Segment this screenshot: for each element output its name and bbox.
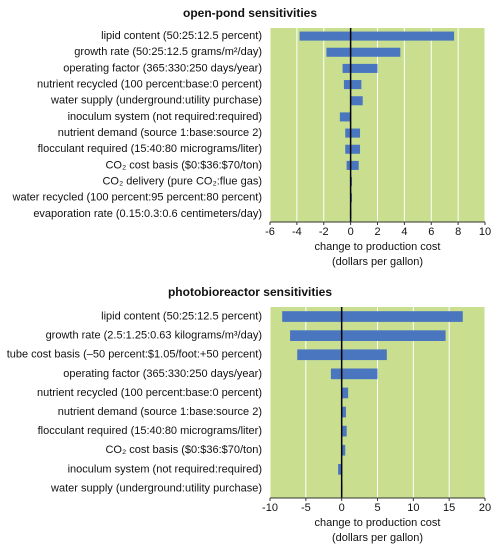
chart-title: open-pond sensitivities: [183, 6, 317, 20]
x-tick-label: 8: [455, 226, 461, 238]
bar: [350, 96, 363, 106]
x-tick-label: -4: [292, 226, 302, 238]
bar: [339, 112, 351, 122]
bar: [282, 311, 463, 322]
x-axis-label: change to production cost: [315, 517, 441, 529]
category-label: growth rate (2.5:1.25:0.63 kilograms/m³/…: [46, 330, 262, 342]
chart-title: photobioreactor sensitivities: [168, 285, 332, 299]
category-label: inoculum system (not required:required): [68, 111, 262, 123]
x-tick-label: 5: [374, 502, 380, 514]
category-label: nutrient recycled (100 percent:base:0 pe…: [37, 387, 262, 399]
bar: [290, 330, 446, 341]
category-label: water supply (underground:utility purcha…: [50, 482, 262, 494]
category-label: evaporation rate (0.15:0.3:0.6 centimete…: [33, 208, 262, 220]
category-label: nutrient demand (source 1:base:source 2): [58, 127, 262, 139]
x-tick-label: -10: [262, 502, 278, 514]
chart: open-pond sensitivities -6 -4 -2 0 2 4 6 8 10 lipi…: [12, 6, 492, 268]
x-tick-label: -2: [319, 226, 329, 238]
bar: [341, 406, 346, 418]
x-tick-label: 6: [428, 226, 434, 238]
bar: [343, 80, 362, 90]
x-tick-label: 4: [401, 226, 407, 238]
bar: [345, 144, 361, 154]
x-tick-label: 0: [339, 502, 345, 514]
category-label: lipid content (50:25:12.5 percent): [101, 310, 262, 322]
x-axis-label: (dollars per gallon): [332, 256, 423, 268]
x-tick-label: 20: [479, 502, 491, 514]
category-label: operating factor (365:330:250 days/year): [63, 368, 262, 380]
category-label: growth rate (50:25:12.5 grams/m²/day): [74, 46, 262, 58]
category-label: water recycled (100 percent:95 percent:8…: [12, 192, 262, 204]
bar: [341, 425, 347, 437]
bar: [342, 63, 378, 73]
category-label: nutrient recycled (100 percent:base:0 pe…: [37, 78, 262, 90]
category-label: flocculant required (15:40:80 micrograms…: [38, 425, 262, 437]
x-tick-label: 0: [348, 226, 354, 238]
bar: [299, 31, 455, 41]
category-label: tube cost basis (–50 percent:$1.05/foot:…: [7, 349, 262, 361]
category-label: nutrient demand (source 1:base:source 2): [58, 406, 262, 418]
bar: [341, 387, 349, 399]
bar: [338, 464, 342, 475]
category-label: water supply (underground:utility purcha…: [50, 95, 262, 107]
category-label: flocculant required (15:40:80 micrograms…: [38, 143, 262, 155]
x-axis-label: (dollars per gallon): [332, 532, 423, 544]
x-tick-label: -5: [301, 502, 311, 514]
bar: [341, 444, 346, 456]
x-tick-label: -6: [265, 226, 275, 238]
bar: [345, 128, 361, 138]
x-tick-label: 10: [479, 226, 491, 238]
category-label: CO₂ cost basis ($0:$36:$70/ton): [105, 444, 262, 456]
bar: [330, 368, 378, 380]
bar: [346, 160, 359, 170]
bar: [326, 47, 401, 57]
category-label: lipid content (50:25:12.5 percent): [101, 30, 262, 42]
category-label: CO₂ cost basis ($0:$36:$70/ton): [105, 159, 262, 171]
x-axis-label: change to production cost: [315, 241, 441, 253]
category-label: operating factor (365:330:250 days/year): [63, 62, 262, 74]
category-label: inoculum system (not required:required): [68, 463, 262, 475]
chart: photobioreactor sensitivities -10 -5 0 5 10 15…: [7, 285, 491, 544]
x-tick-label: 10: [407, 502, 419, 514]
x-tick-label: 15: [443, 502, 455, 514]
x-tick-label: 2: [374, 226, 380, 238]
category-label: CO₂ delivery (pure CO₂:flue gas): [102, 175, 262, 187]
